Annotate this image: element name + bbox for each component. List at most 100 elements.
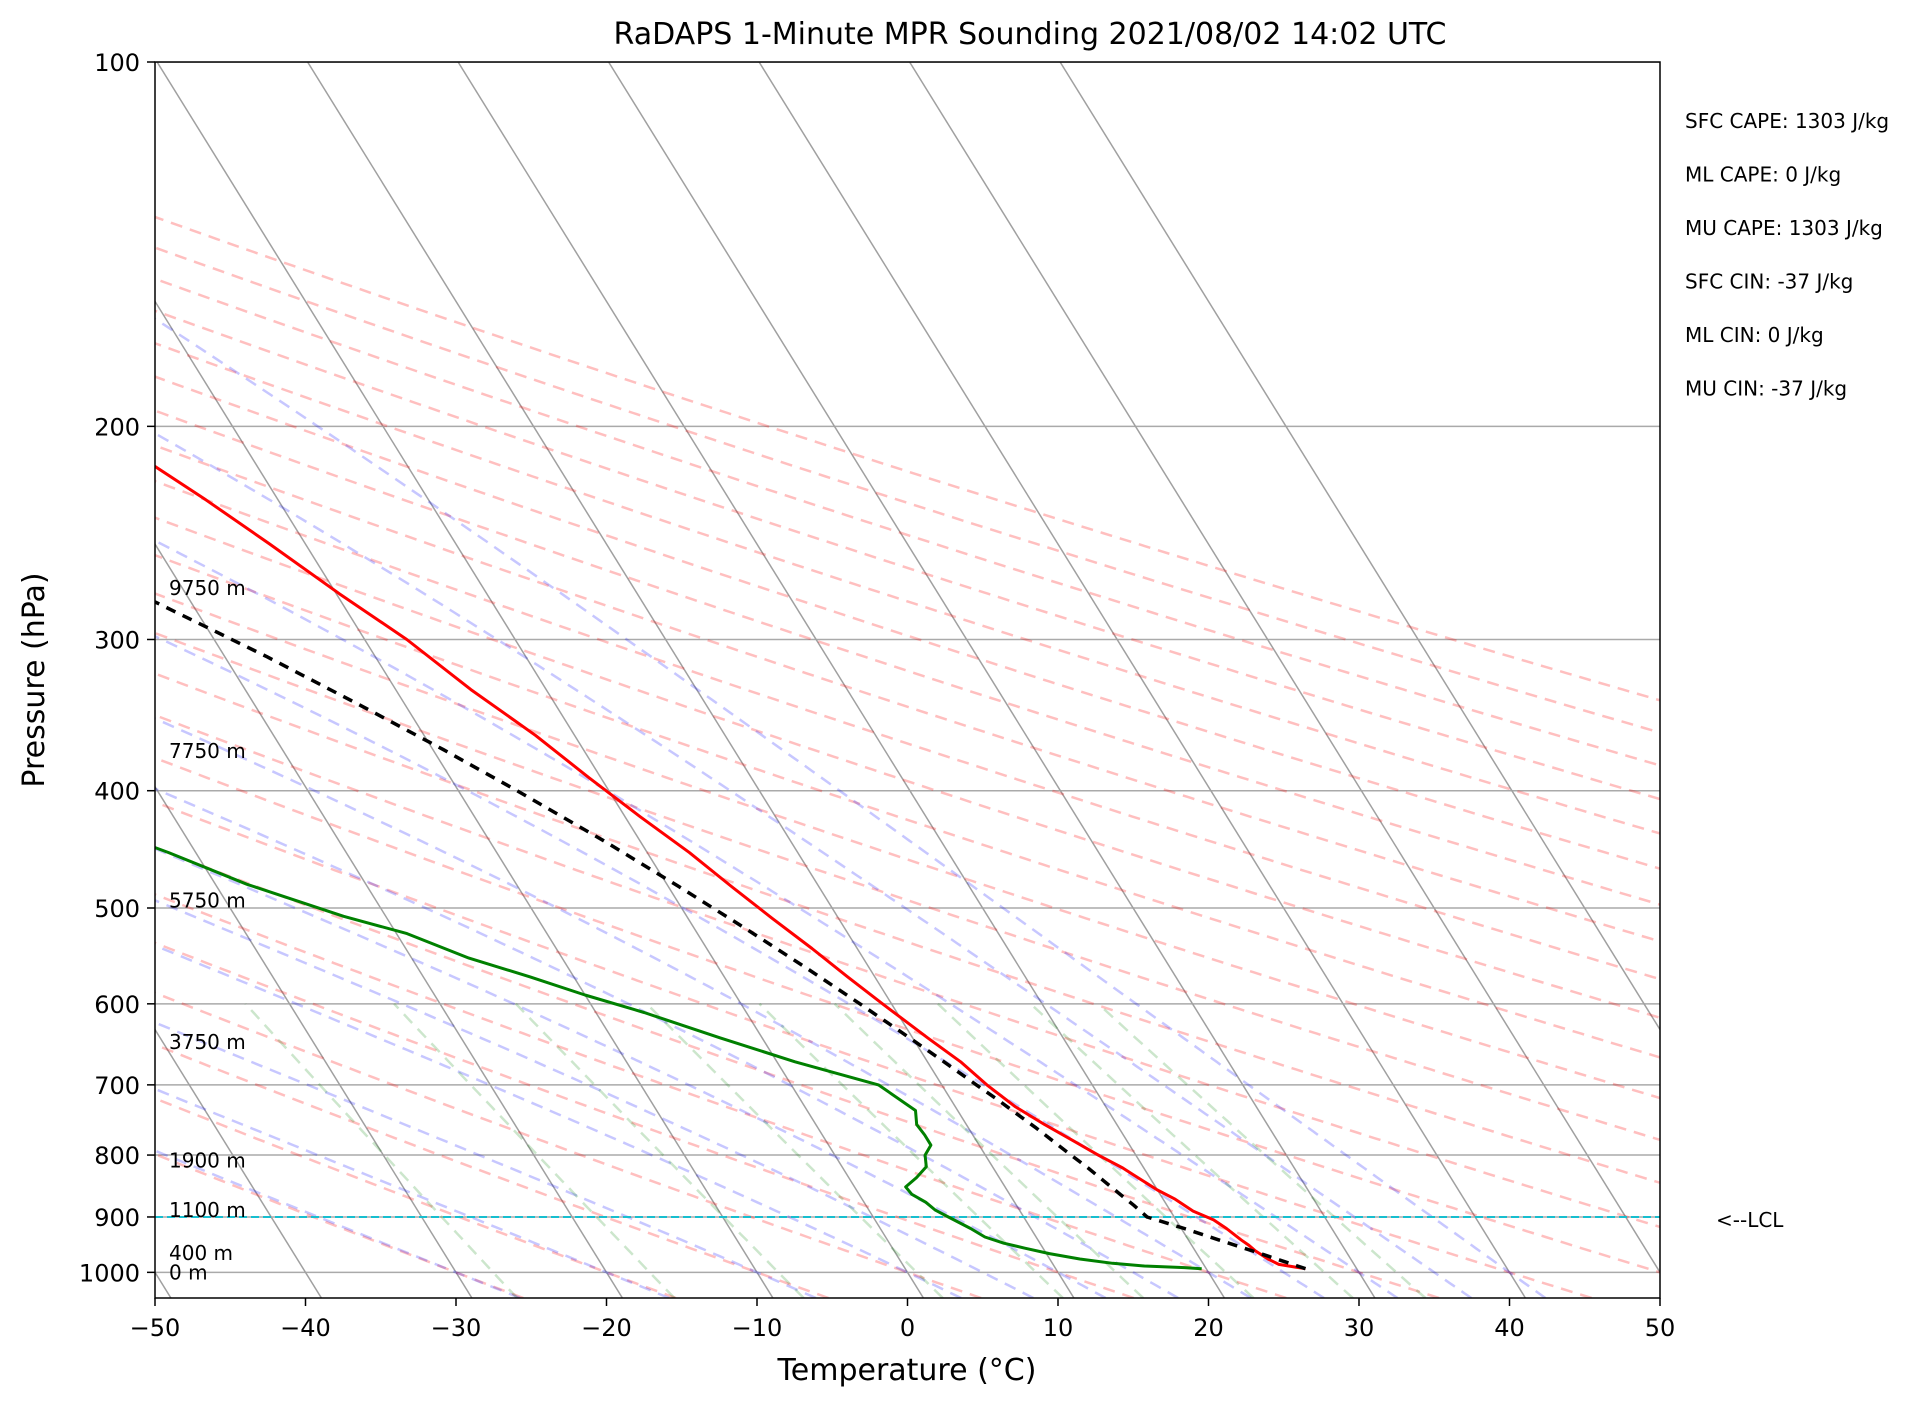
dry-adiabat-line xyxy=(155,516,1660,1020)
x-tick-label: 40 xyxy=(1494,1314,1525,1342)
mixing-ratio-line xyxy=(645,1002,944,1298)
height-label: 1900 m xyxy=(169,1148,246,1172)
mixing-ratio-line xyxy=(393,1002,676,1298)
height-label: 400 m xyxy=(169,1241,233,1265)
dry-adiabat-line xyxy=(155,1043,829,1298)
y-tick-label: 100 xyxy=(94,49,140,77)
moist-adiabat-line xyxy=(155,634,1325,1298)
moist-adiabat-line xyxy=(155,317,1547,1298)
lcl-label: <--LCL xyxy=(1716,1208,1784,1232)
mixing-ratio-line xyxy=(937,1002,1255,1298)
height-label: 7750 m xyxy=(169,739,246,763)
height-label: 5750 m xyxy=(169,889,246,913)
parcel-profile-line xyxy=(155,599,1307,1271)
sounding-index-text: SFC CAPE: 1303 J/kg xyxy=(1685,109,1889,133)
sounding-index-text: ML CIN: 0 J/kg xyxy=(1685,323,1824,347)
isotherm-line xyxy=(758,62,1527,1298)
isotherm-line xyxy=(607,62,1376,1298)
x-tick-label: −40 xyxy=(280,1314,331,1342)
x-tick-label: 20 xyxy=(1193,1314,1224,1342)
mixing-ratio-line xyxy=(1097,1002,1427,1298)
dry-adiabat-line xyxy=(155,672,1660,1185)
sounding-index-text: SFC CIN: -37 J/kg xyxy=(1685,270,1853,294)
y-tick-label: 400 xyxy=(94,778,140,806)
x-tick-label: −30 xyxy=(431,1314,482,1342)
y-tick-label: 200 xyxy=(94,413,140,441)
x-tick-label: −20 xyxy=(581,1314,632,1342)
y-tick-label: 500 xyxy=(94,895,140,923)
dry-adiabat-line xyxy=(155,309,1660,801)
dry-adiabat-line xyxy=(155,479,1660,981)
dry-adiabat-line xyxy=(155,341,1660,835)
isotherm-line xyxy=(155,542,624,1298)
y-tick-label: 600 xyxy=(94,991,140,1019)
moist-adiabat-line xyxy=(155,787,1179,1298)
isotherm-line xyxy=(156,62,925,1298)
isotherm-line xyxy=(908,62,1660,1274)
moist-adiabat-line xyxy=(155,431,1473,1298)
mixing-ratio-line xyxy=(1029,1002,1354,1298)
x-tick-label: −50 xyxy=(130,1314,181,1342)
isotherm-line xyxy=(457,62,1226,1298)
height-label: 1100 m xyxy=(169,1198,246,1222)
dry-adiabat-line xyxy=(155,215,1660,702)
dry-adiabat-line xyxy=(155,893,1287,1298)
height-label: 0 m xyxy=(169,1260,208,1284)
dry-adiabat-line xyxy=(155,444,1660,943)
dry-adiabat-line xyxy=(155,1097,677,1298)
temperature-profile-line xyxy=(155,464,1306,1271)
dry-adiabat-line xyxy=(155,409,1660,906)
dry-adiabat-line xyxy=(155,756,1660,1274)
dry-adiabat-line xyxy=(155,246,1660,734)
dry-adiabat-line xyxy=(155,553,1660,1059)
moist-adiabat-line xyxy=(155,1021,817,1298)
isotherm-line xyxy=(306,62,1075,1298)
isotherm-line xyxy=(155,299,774,1298)
dry-adiabat-line xyxy=(155,277,1660,767)
chart-series xyxy=(155,464,1660,1271)
mixing-ratio-line xyxy=(244,1002,519,1298)
dry-adiabat-line xyxy=(155,991,982,1298)
mixing-ratio-line xyxy=(515,1002,805,1298)
chart-grid xyxy=(155,62,1660,1298)
moist-adiabat-line xyxy=(155,944,962,1298)
moist-adiabat-line xyxy=(155,717,1252,1298)
moist-adiabat-line xyxy=(155,1087,670,1298)
mixing-ratio-line xyxy=(758,1002,1064,1298)
isotherm-line xyxy=(1059,62,1660,1032)
x-tick-label: 50 xyxy=(1645,1314,1676,1342)
mixing-ratio-line xyxy=(833,1002,1145,1298)
moist-adiabat-line xyxy=(155,539,1399,1298)
dry-adiabat-line xyxy=(155,713,1660,1229)
height-label: 3750 m xyxy=(169,1030,246,1054)
x-tick-label: 0 xyxy=(900,1314,915,1342)
y-tick-label: 900 xyxy=(94,1204,140,1232)
y-axis-label: Pressure (hPa) xyxy=(17,572,52,787)
x-tick-label: 30 xyxy=(1344,1314,1375,1342)
y-tick-label: 300 xyxy=(94,626,140,654)
y-tick-label: 800 xyxy=(94,1142,140,1170)
dry-adiabat-line xyxy=(155,800,1592,1298)
y-tick-label: 1000 xyxy=(79,1259,140,1287)
moist-adiabat-line xyxy=(155,847,1107,1298)
moist-adiabat-line xyxy=(155,1149,521,1298)
sounding-index-text: MU CIN: -37 J/kg xyxy=(1685,377,1847,401)
x-tick-label: −10 xyxy=(732,1314,783,1342)
dry-adiabat-line xyxy=(155,631,1660,1142)
y-tick-label: 700 xyxy=(94,1072,140,1100)
isotherm-line xyxy=(155,785,473,1298)
sounding-index-text: ML CAPE: 0 J/kg xyxy=(1685,163,1841,187)
dry-adiabat-line xyxy=(155,941,1135,1298)
x-axis-label: Temperature (°C) xyxy=(777,1353,1037,1388)
dewpoint-profile-line xyxy=(155,845,1202,1271)
isotherm-line xyxy=(155,1028,323,1298)
sounding-index-text: MU CAPE: 1303 J/kg xyxy=(1685,216,1883,240)
chart-labels: 9750 m 7750 m 5750 m 3750 m 1900 m 1100 m 400 … xyxy=(169,109,1889,1284)
chart-title: RaDAPS 1-Minute MPR Sounding 2021/08/02 … xyxy=(614,17,1447,52)
x-tick-label: 10 xyxy=(1043,1314,1074,1342)
dry-adiabat-line xyxy=(155,592,1660,1100)
chart-ticks: −50 −40 −30 −20 −10 0 10 20 30 40 50 100 200 300 400 50… xyxy=(79,49,1675,1342)
height-label: 9750 m xyxy=(169,576,246,600)
dry-adiabat-line xyxy=(155,375,1660,870)
